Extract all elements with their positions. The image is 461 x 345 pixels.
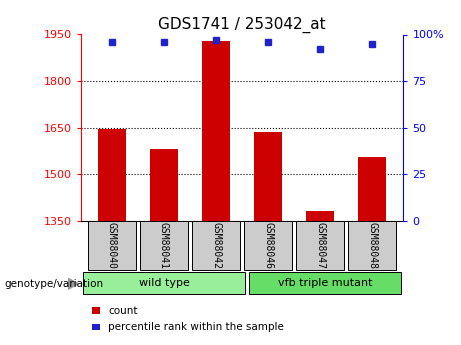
Text: count: count <box>108 306 138 315</box>
Text: GSM88040: GSM88040 <box>107 222 117 269</box>
Bar <box>249 272 401 294</box>
Bar <box>98 129 126 221</box>
Text: GSM88046: GSM88046 <box>263 222 273 269</box>
Bar <box>296 221 344 270</box>
Bar <box>140 221 188 270</box>
Text: GSM88041: GSM88041 <box>159 222 169 269</box>
Text: vfb triple mutant: vfb triple mutant <box>278 278 372 288</box>
Text: percentile rank within the sample: percentile rank within the sample <box>108 322 284 332</box>
Title: GDS1741 / 253042_at: GDS1741 / 253042_at <box>158 17 326 33</box>
Text: wild type: wild type <box>138 278 189 288</box>
Bar <box>244 221 292 270</box>
Text: GSM88042: GSM88042 <box>211 222 221 269</box>
Bar <box>306 211 334 221</box>
Bar <box>358 157 386 221</box>
Text: GSM88047: GSM88047 <box>315 222 325 269</box>
Bar <box>254 132 282 221</box>
Bar <box>150 149 178 221</box>
Bar <box>348 221 396 270</box>
Text: genotype/variation: genotype/variation <box>5 279 104 288</box>
Bar <box>83 272 245 294</box>
Bar <box>88 221 136 270</box>
Bar <box>192 221 240 270</box>
Polygon shape <box>68 278 78 289</box>
Text: GSM88048: GSM88048 <box>367 222 377 269</box>
Bar <box>202 41 230 221</box>
